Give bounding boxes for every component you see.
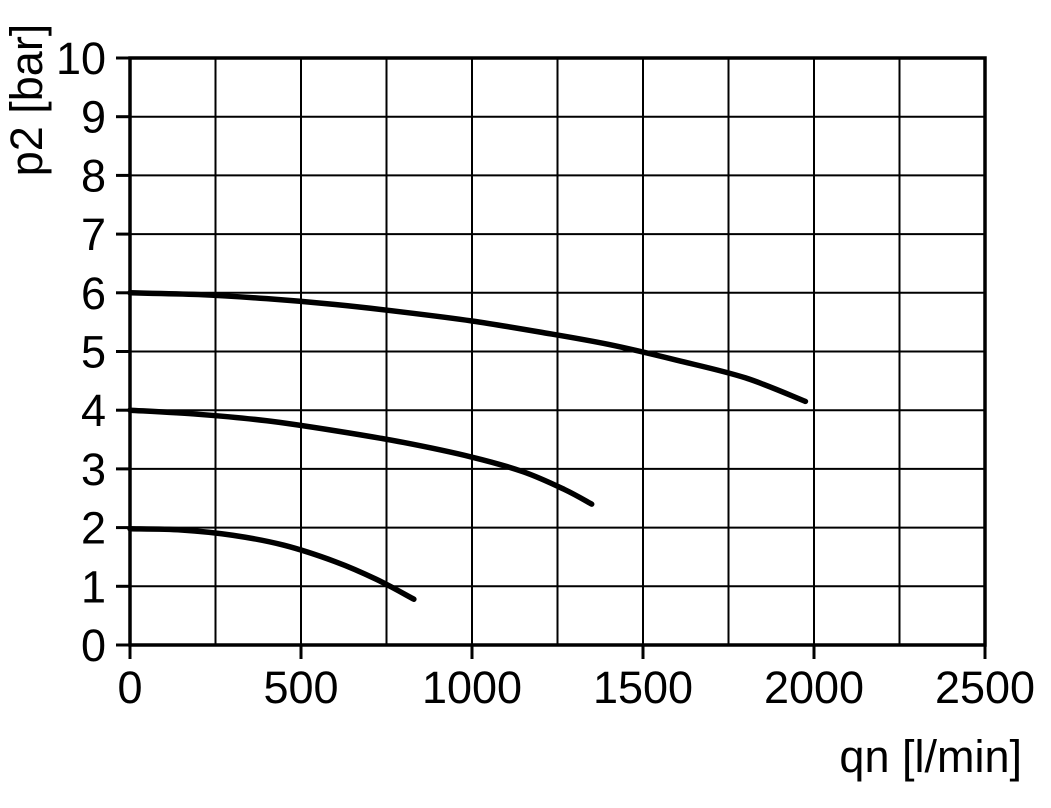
x-tick-label: 2500	[935, 662, 1035, 713]
y-tick-label: 4	[81, 385, 106, 436]
y-tick-label: 10	[56, 33, 106, 84]
y-tick-label: 0	[81, 620, 106, 671]
chart-tick-marks	[116, 56, 987, 659]
y-axis-label: p2 [bar]	[1, 24, 52, 177]
x-tick-label: 0	[117, 662, 142, 713]
x-axis-label: qn [l/min]	[839, 731, 1022, 782]
x-tick-label: 1500	[593, 662, 693, 713]
y-tick-label: 3	[81, 444, 106, 495]
chart-gridlines	[129, 57, 986, 646]
y-tick-label: 2	[81, 503, 106, 554]
y-tick-label: 6	[81, 268, 106, 319]
y-tick-label: 9	[81, 92, 106, 143]
flow-curve-2	[127, 407, 595, 507]
y-tick-label: 5	[81, 327, 106, 378]
x-tick-label: 500	[263, 662, 338, 713]
y-tick-label: 8	[81, 150, 106, 201]
x-tick-label: 2000	[764, 662, 864, 713]
flow-curve-3	[127, 526, 417, 602]
x-tick-label: 1000	[422, 662, 522, 713]
flow-curve-1	[127, 290, 809, 405]
chart-curves	[127, 290, 809, 602]
y-tick-label: 1	[81, 561, 106, 612]
y-tick-label: 7	[81, 209, 106, 260]
